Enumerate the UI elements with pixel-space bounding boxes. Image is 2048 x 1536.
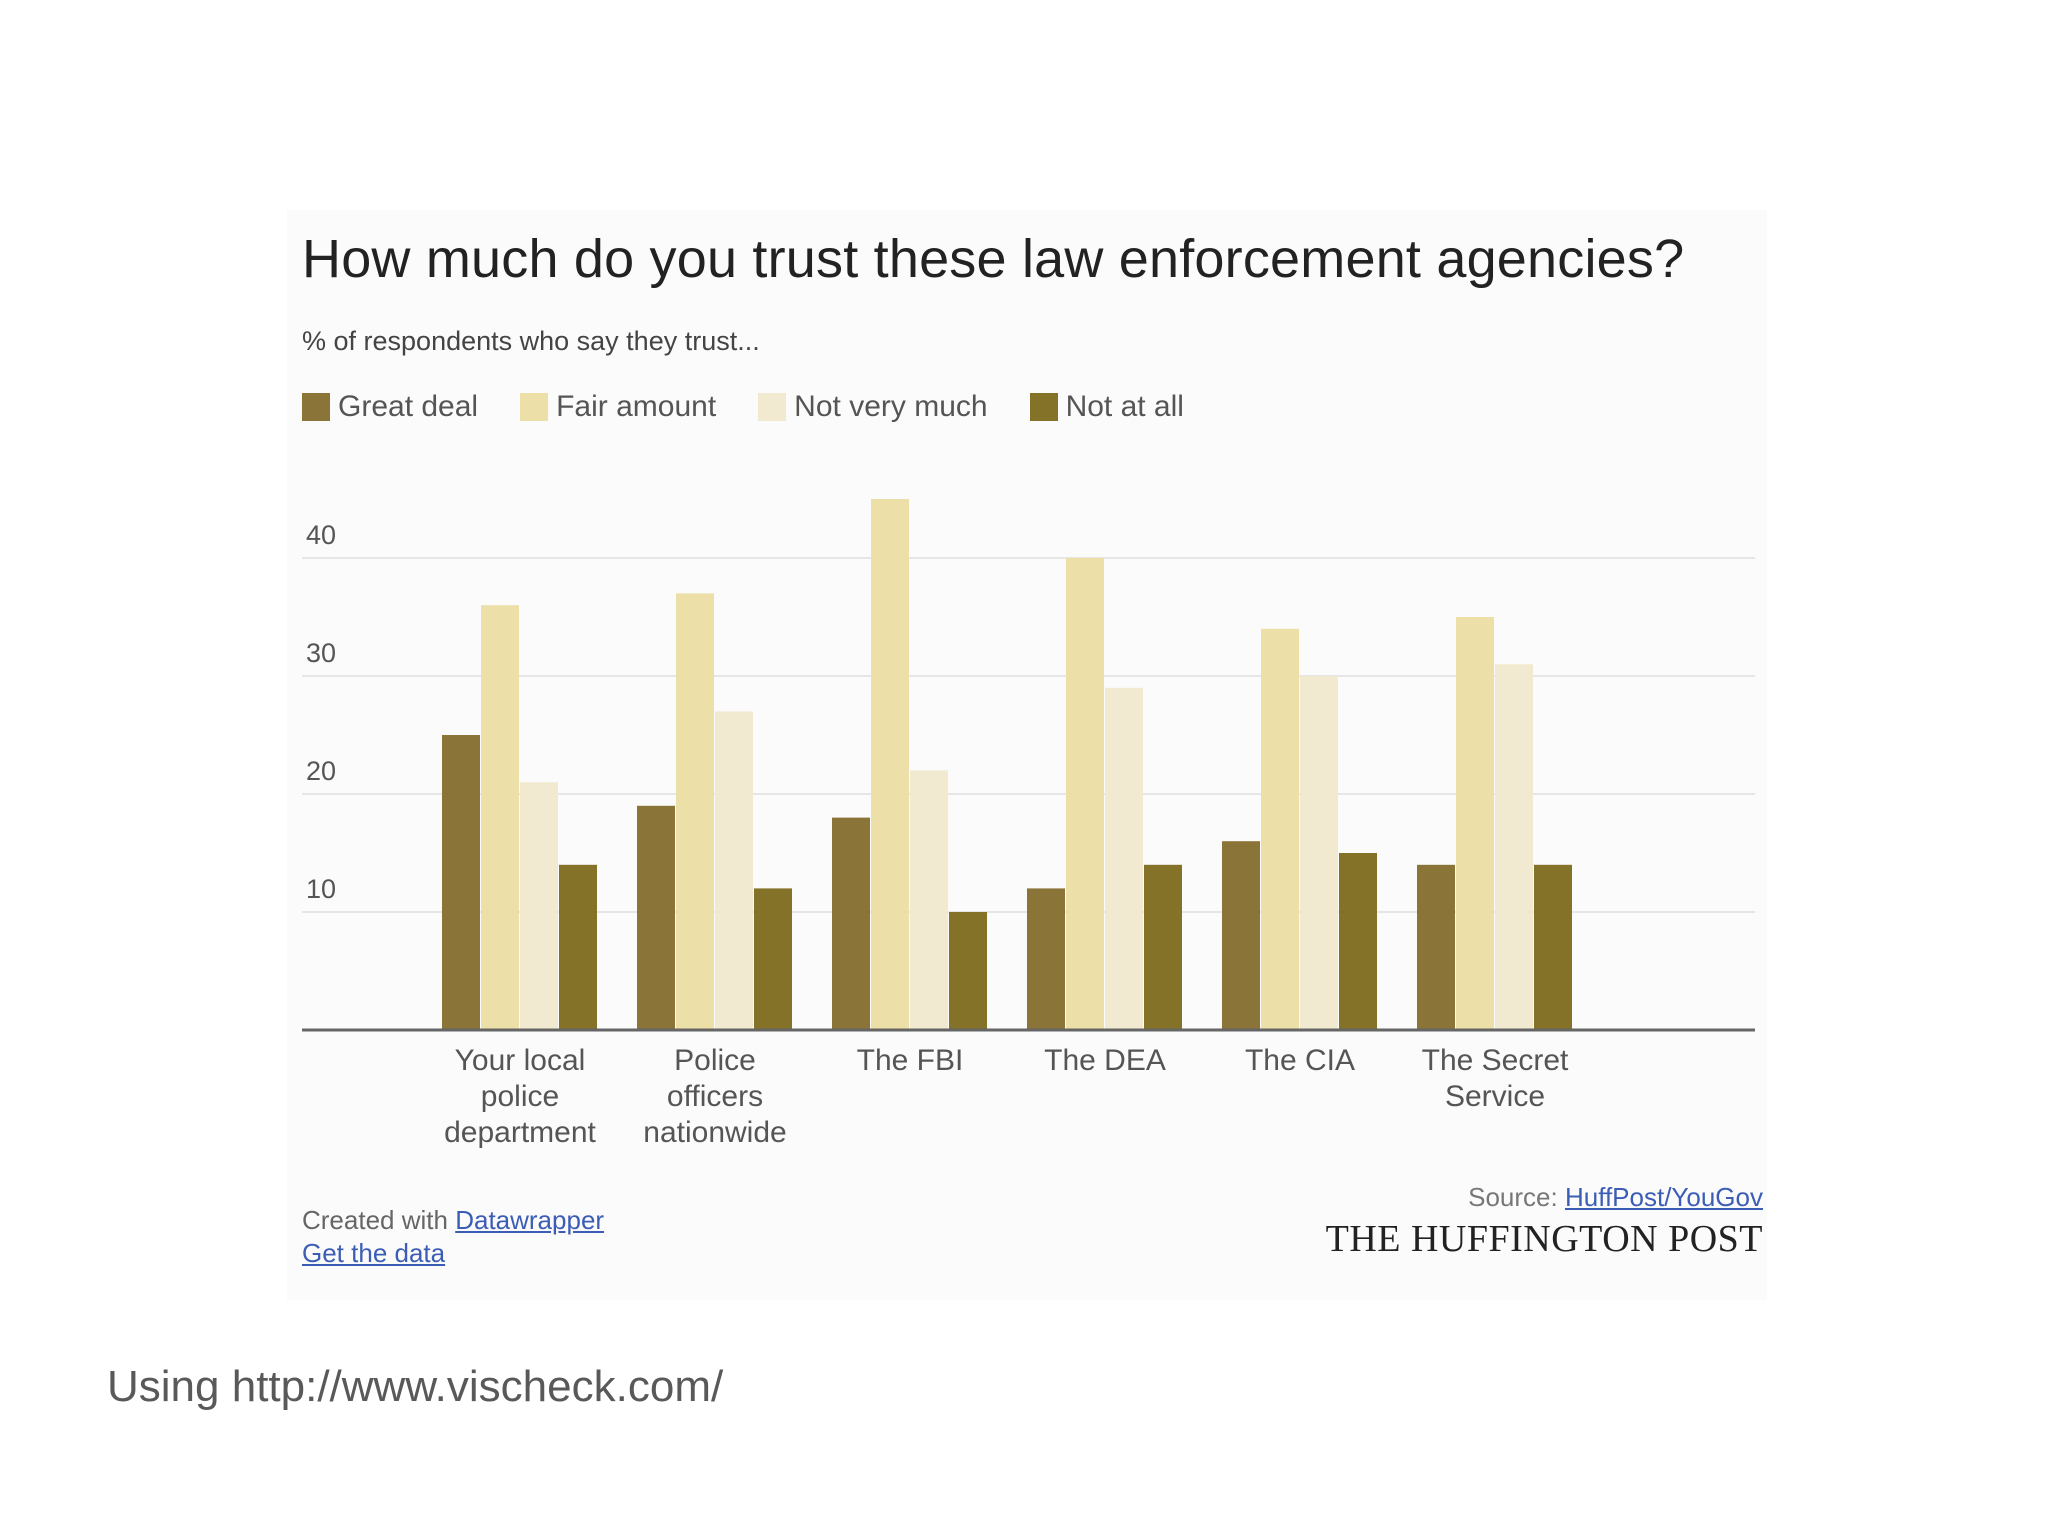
source-link[interactable]: HuffPost/YouGov [1564,1182,1763,1212]
bar-not-at-all [1534,864,1572,1030]
legend-swatch [520,393,549,421]
created-with-text: Created with [302,1205,448,1235]
bar-not-at-all [559,864,597,1030]
chart-legend: Great deal Fair amount Not very much Not at… [302,390,1184,424]
bar-great-deal [832,817,870,1030]
bar-great-deal [442,735,480,1030]
bar-not-very-much [715,711,753,1030]
legend-label: Not very much [794,390,988,423]
bar-fair-amount [676,593,714,1030]
y-tick-label: 10 [306,874,336,904]
y-tick-label: 20 [306,756,336,786]
bar-fair-amount [1261,628,1299,1030]
legend-swatch [302,393,330,421]
bar-great-deal [1222,841,1260,1030]
footer-source: Source: HuffPost/YouGov THE HUFFINGTON P… [1326,1182,1763,1261]
legend-item: Not at all [1029,390,1184,424]
bar-great-deal [637,805,675,1030]
publisher-logo: THE HUFFINGTON POST [1325,1218,1763,1260]
y-tick-label: 40 [306,520,336,550]
bar-not-at-all [1144,864,1182,1030]
source-line: Source: HuffPost/YouGov [1326,1182,1763,1213]
legend-item: Great deal [302,390,478,424]
x-tick-label: Police officers nationwide [643,1044,786,1149]
bar-not-very-much [1300,676,1338,1030]
chart-title: How much do you trust these law enforcem… [302,229,1685,289]
legend-item: Fair amount [520,390,716,424]
bar-fair-amount [871,499,909,1030]
legend-item: Not very much [758,390,988,424]
bar-not-very-much [520,782,558,1030]
x-tick-label: The FBI [857,1044,964,1077]
get-the-data-link[interactable]: Get the data [302,1238,446,1268]
footer-credits: Created with Datawrapper Get the data [302,1204,604,1270]
created-with-line: Created with Datawrapper [302,1204,604,1237]
bar-fair-amount [1456,617,1494,1030]
source-label: Source: [1468,1182,1558,1212]
legend-label: Great deal [338,390,479,423]
legend-swatch [1029,393,1058,421]
bar-fair-amount [1066,558,1104,1030]
x-tick-label: The DEA [1044,1044,1166,1077]
bar-great-deal [1417,864,1455,1030]
bar-not-very-much [1105,687,1143,1030]
chart-subtitle: % of respondents who say they trust... [302,326,760,356]
x-tick-label: The CIA [1245,1044,1355,1077]
bar-not-at-all [949,912,987,1030]
legend-swatch [758,393,787,421]
legend-label: Fair amount [556,390,717,423]
bar-not-very-much [1495,664,1533,1030]
bar-not-at-all [1339,853,1377,1030]
y-tick-label: 30 [306,638,336,668]
slide-caption: Using http://www.vischeck.com/ [107,1362,724,1411]
x-tick-label: Your local police department [444,1044,596,1149]
bar-not-at-all [754,888,792,1030]
legend-label: Not at all [1065,390,1184,423]
bar-fair-amount [481,605,519,1030]
bar-not-very-much [910,770,948,1030]
bar-great-deal [1027,888,1065,1030]
x-tick-label: The Secret Service [1422,1044,1569,1113]
datawrapper-link[interactable]: Datawrapper [455,1205,605,1235]
